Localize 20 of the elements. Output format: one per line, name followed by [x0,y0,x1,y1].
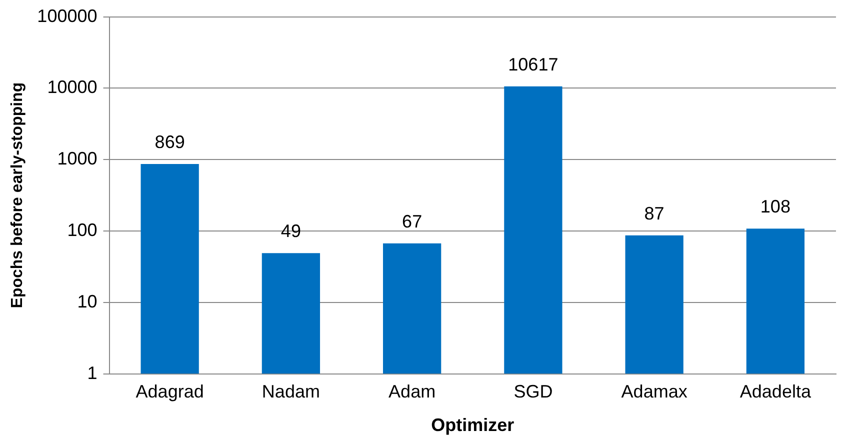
x-tick-label: Nadam [262,382,320,402]
x-tick-label: Adam [388,382,436,402]
x-tick-label: Adadelta [740,382,812,402]
y-tick-label: 1000 [57,148,98,169]
x-tick-label: SGD [514,382,553,402]
x-tick-label: Adagrad [136,382,204,402]
y-tick-label: 100 [67,220,98,240]
data-label: 67 [402,211,422,232]
data-label: 10617 [508,54,558,74]
y-tick-label: 10000 [47,77,98,98]
x-axis-title: Optimizer [431,415,514,436]
data-label: 108 [760,196,790,217]
data-label: 869 [154,132,185,152]
x-tick-label: Adamax [621,382,688,402]
data-label: 49 [280,221,301,242]
y-tick-label: 100000 [37,6,98,26]
y-axis-title: Epochs before early-stopping [9,82,26,308]
y-tick-label: 1 [87,362,98,383]
y-tick-label: 10 [77,291,98,312]
data-label: 87 [644,203,664,224]
